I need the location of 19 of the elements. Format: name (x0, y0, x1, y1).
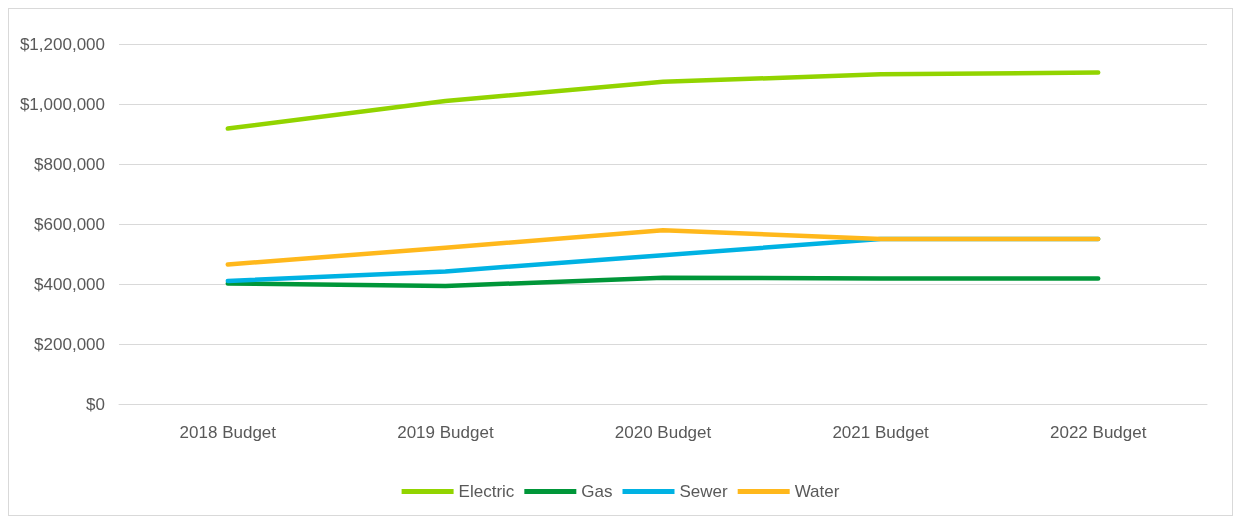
y-tick-label: $200,000 (34, 334, 105, 354)
line-series (225, 70, 1101, 131)
x-tick-label: 2022 Budget (1049, 423, 1147, 442)
legend-label: Water (794, 482, 840, 501)
line-series (225, 275, 1101, 289)
y-tick-label: $400,000 (34, 274, 105, 294)
x-tick-label: 2021 Budget (832, 423, 930, 442)
y-tick-label: $0 (86, 394, 105, 414)
x-tick-label: 2019 Budget (397, 423, 494, 442)
y-tick-label: $1,000,000 (19, 94, 105, 114)
line-series (225, 228, 1101, 267)
y-tick-label: $600,000 (34, 214, 105, 234)
x-tick-label: 2018 Budget (179, 423, 277, 442)
legend-label: Electric (458, 482, 515, 501)
y-tick-label: $800,000 (34, 154, 105, 174)
legend-label: Gas (581, 482, 613, 501)
x-tick-label: 2020 Budget (614, 423, 712, 442)
y-tick-label: $1,200,000 (19, 34, 105, 54)
legend-label: Sewer (679, 482, 729, 501)
